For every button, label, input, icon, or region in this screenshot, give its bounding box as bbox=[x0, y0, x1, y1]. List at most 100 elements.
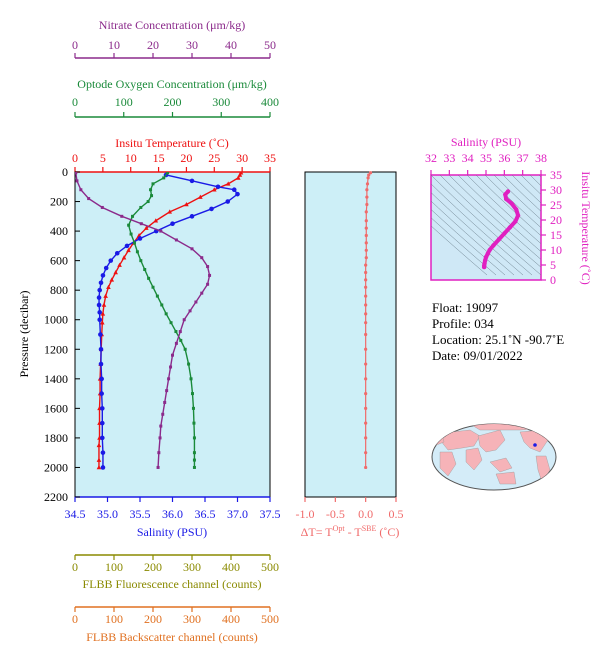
nitrate-point bbox=[171, 353, 174, 357]
nitrate-point bbox=[139, 222, 143, 226]
ts-isopycnal bbox=[502, 175, 541, 212]
fluorescence-tick-label: 200 bbox=[144, 560, 162, 574]
nitrate-point bbox=[159, 424, 163, 428]
ts-temperature-tick-label: 10 bbox=[550, 243, 562, 257]
oxygen-tick-label: 300 bbox=[212, 95, 230, 109]
nitrate-point bbox=[182, 318, 186, 322]
pressure-tick-label: 1400 bbox=[44, 372, 68, 386]
temperature-point bbox=[106, 284, 111, 290]
salinity-tick-label: 35.5 bbox=[130, 507, 151, 521]
temperature-axis-title: Insitu Temperature (˚C) bbox=[115, 136, 229, 150]
pressure-axis-title: Pressure (decibar) bbox=[17, 291, 31, 378]
nitrate-point bbox=[163, 400, 167, 404]
oxygen-tick-label: 200 bbox=[164, 95, 182, 109]
fluorescence-tick-label: 300 bbox=[183, 560, 201, 574]
delta-point bbox=[364, 241, 368, 245]
temperature-axis: Insitu Temperature (˚C) 0 5 10 15 20 25 30 35 bbox=[72, 136, 276, 172]
map-land-australia bbox=[495, 471, 517, 485]
temperature-point bbox=[113, 269, 118, 275]
nitrate-point bbox=[157, 451, 161, 455]
salinity-point bbox=[96, 295, 102, 300]
salinity-point bbox=[98, 361, 104, 367]
salinity-point bbox=[189, 214, 195, 219]
salinity-point bbox=[98, 280, 104, 286]
fluorescence-tick-label: 0 bbox=[72, 560, 78, 574]
salinity-point bbox=[231, 187, 237, 193]
oxygen-point bbox=[147, 276, 151, 280]
delta-point bbox=[364, 256, 368, 260]
delta-point bbox=[364, 406, 368, 410]
temperature-tick-label: 30 bbox=[236, 151, 248, 165]
delta-point bbox=[364, 451, 368, 455]
salinity-point bbox=[99, 391, 104, 396]
float-location-marker bbox=[533, 443, 537, 447]
ts-point bbox=[514, 207, 519, 212]
temperature-point bbox=[109, 277, 115, 282]
salinity-profile-line bbox=[98, 174, 239, 468]
nitrate-point bbox=[188, 309, 192, 313]
delta-point bbox=[364, 321, 368, 325]
nitrate-point bbox=[200, 256, 204, 260]
temperature-tick-label: 0 bbox=[72, 151, 78, 165]
nitrate-point bbox=[169, 365, 173, 369]
ts-salinity-tick-label: 38 bbox=[535, 151, 547, 165]
delta-point bbox=[364, 465, 368, 470]
delta-point bbox=[364, 362, 368, 366]
nitrate-point bbox=[165, 389, 169, 393]
oxygen-point bbox=[151, 182, 155, 186]
temperature-point bbox=[96, 457, 102, 462]
temperature-point bbox=[184, 202, 189, 207]
ts-salinity-title: Salinity (PSU) bbox=[451, 135, 521, 149]
delta-plot-area bbox=[304, 171, 397, 498]
nitrate-point bbox=[75, 172, 78, 175]
delta-point bbox=[364, 270, 368, 275]
nitrate-tick-label: 0 bbox=[72, 38, 78, 52]
ts-point bbox=[507, 225, 513, 230]
oxygen-point bbox=[135, 250, 139, 254]
temperature-point bbox=[96, 464, 102, 470]
nitrate-tick-label: 40 bbox=[225, 38, 237, 52]
temperature-tick-label: 10 bbox=[125, 151, 137, 165]
delta-point bbox=[368, 171, 373, 175]
delta-point bbox=[364, 312, 368, 316]
delta-tick-label: -0.5 bbox=[326, 507, 345, 521]
temperature-point bbox=[121, 255, 127, 260]
map-land-asia bbox=[439, 429, 481, 451]
ts-point bbox=[487, 247, 492, 253]
delta-point bbox=[364, 303, 368, 307]
nitrate-point bbox=[120, 214, 124, 218]
temperature-point bbox=[100, 311, 106, 316]
oxygen-point bbox=[169, 321, 173, 325]
salinity-tick-label: 36.0 bbox=[162, 507, 183, 521]
oxygen-point bbox=[150, 194, 154, 198]
main-series-group bbox=[75, 172, 244, 470]
oxygen-tick-label: 400 bbox=[261, 95, 279, 109]
temperature-tick-label: 25 bbox=[208, 151, 220, 165]
profile-number: Profile: 034 bbox=[432, 316, 494, 331]
location: Location: 25.1˚N -90.7˚E bbox=[432, 332, 565, 347]
nitrate-tick-label: 50 bbox=[264, 38, 276, 52]
nitrate-point bbox=[208, 273, 212, 277]
oxygen-point bbox=[192, 436, 196, 440]
ts-isopycnal bbox=[511, 175, 541, 204]
ts-point bbox=[505, 189, 511, 194]
fluorescence-axis: 0 100 200 300 400 500 FLBB Fluorescence chann… bbox=[72, 554, 279, 591]
oxygen-point bbox=[132, 241, 136, 245]
backscatter-tick-label: 400 bbox=[222, 612, 240, 626]
salinity-point bbox=[124, 243, 130, 249]
ts-point bbox=[515, 213, 521, 218]
salinity-axis: 34.5 35.0 35.5 36.0 36.5 37.0 37.5 Salinity (P… bbox=[65, 497, 281, 539]
oxygen-point bbox=[190, 392, 194, 396]
oxygen-point bbox=[179, 338, 183, 342]
temperature-point bbox=[101, 302, 107, 307]
ts-temperature-tick-label: 35 bbox=[550, 168, 562, 182]
pressure-tick-label: 2200 bbox=[44, 490, 68, 504]
delta-tick-label: 0.5 bbox=[389, 507, 404, 521]
float-id: Float: 19097 bbox=[432, 300, 499, 315]
nitrate-tick-label: 30 bbox=[186, 38, 198, 52]
ts-isopycnal bbox=[457, 175, 541, 252]
pressure-tick-label: 2000 bbox=[44, 460, 68, 474]
backscatter-tick-label: 300 bbox=[183, 612, 201, 626]
ts-point bbox=[481, 264, 487, 270]
